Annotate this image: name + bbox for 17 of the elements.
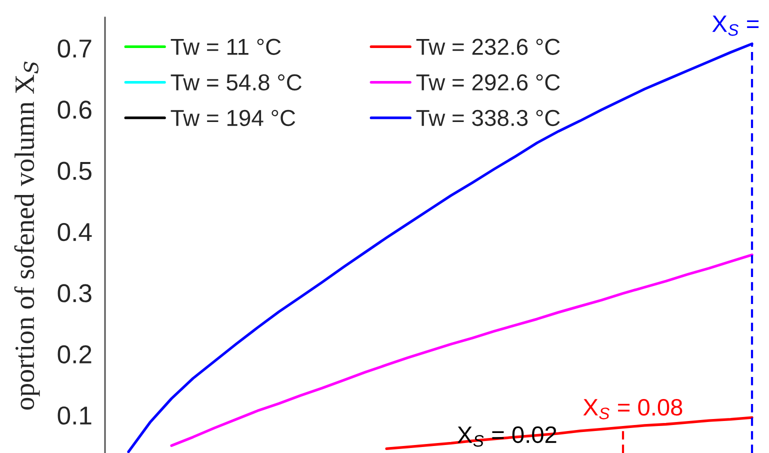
y-tick-label: 0.3 (58, 284, 92, 302)
y-tick-label: 0.7 (58, 39, 92, 58)
line-series (170, 254, 754, 447)
annotation: X$_{S}$ = 0.08 (583, 398, 682, 420)
legend-label: Tw = 194 °C (170, 110, 296, 126)
y-tick-label: 0.5 (58, 162, 92, 180)
legend-label: Tw = 11 °C (170, 38, 281, 55)
legend-label: Tw = 338.3 °C (416, 110, 560, 126)
y-tick-label: 0.6 (58, 100, 92, 119)
legend-label: Tw = 54.8 °C (170, 74, 302, 91)
legend-label: Tw = 232.6 °C (416, 38, 560, 55)
annotation: X$_{S}$ = (712, 16, 759, 36)
y-tick-label: 0.2 (58, 345, 92, 364)
y-tick-label: 0.4 (58, 222, 92, 242)
legend-label: Tw = 292.6 °C (416, 74, 560, 91)
y-axis-title: oportion of sofened volumn X$_{S}$ (14, 62, 40, 410)
y-tick-label: 0.1 (58, 406, 92, 425)
